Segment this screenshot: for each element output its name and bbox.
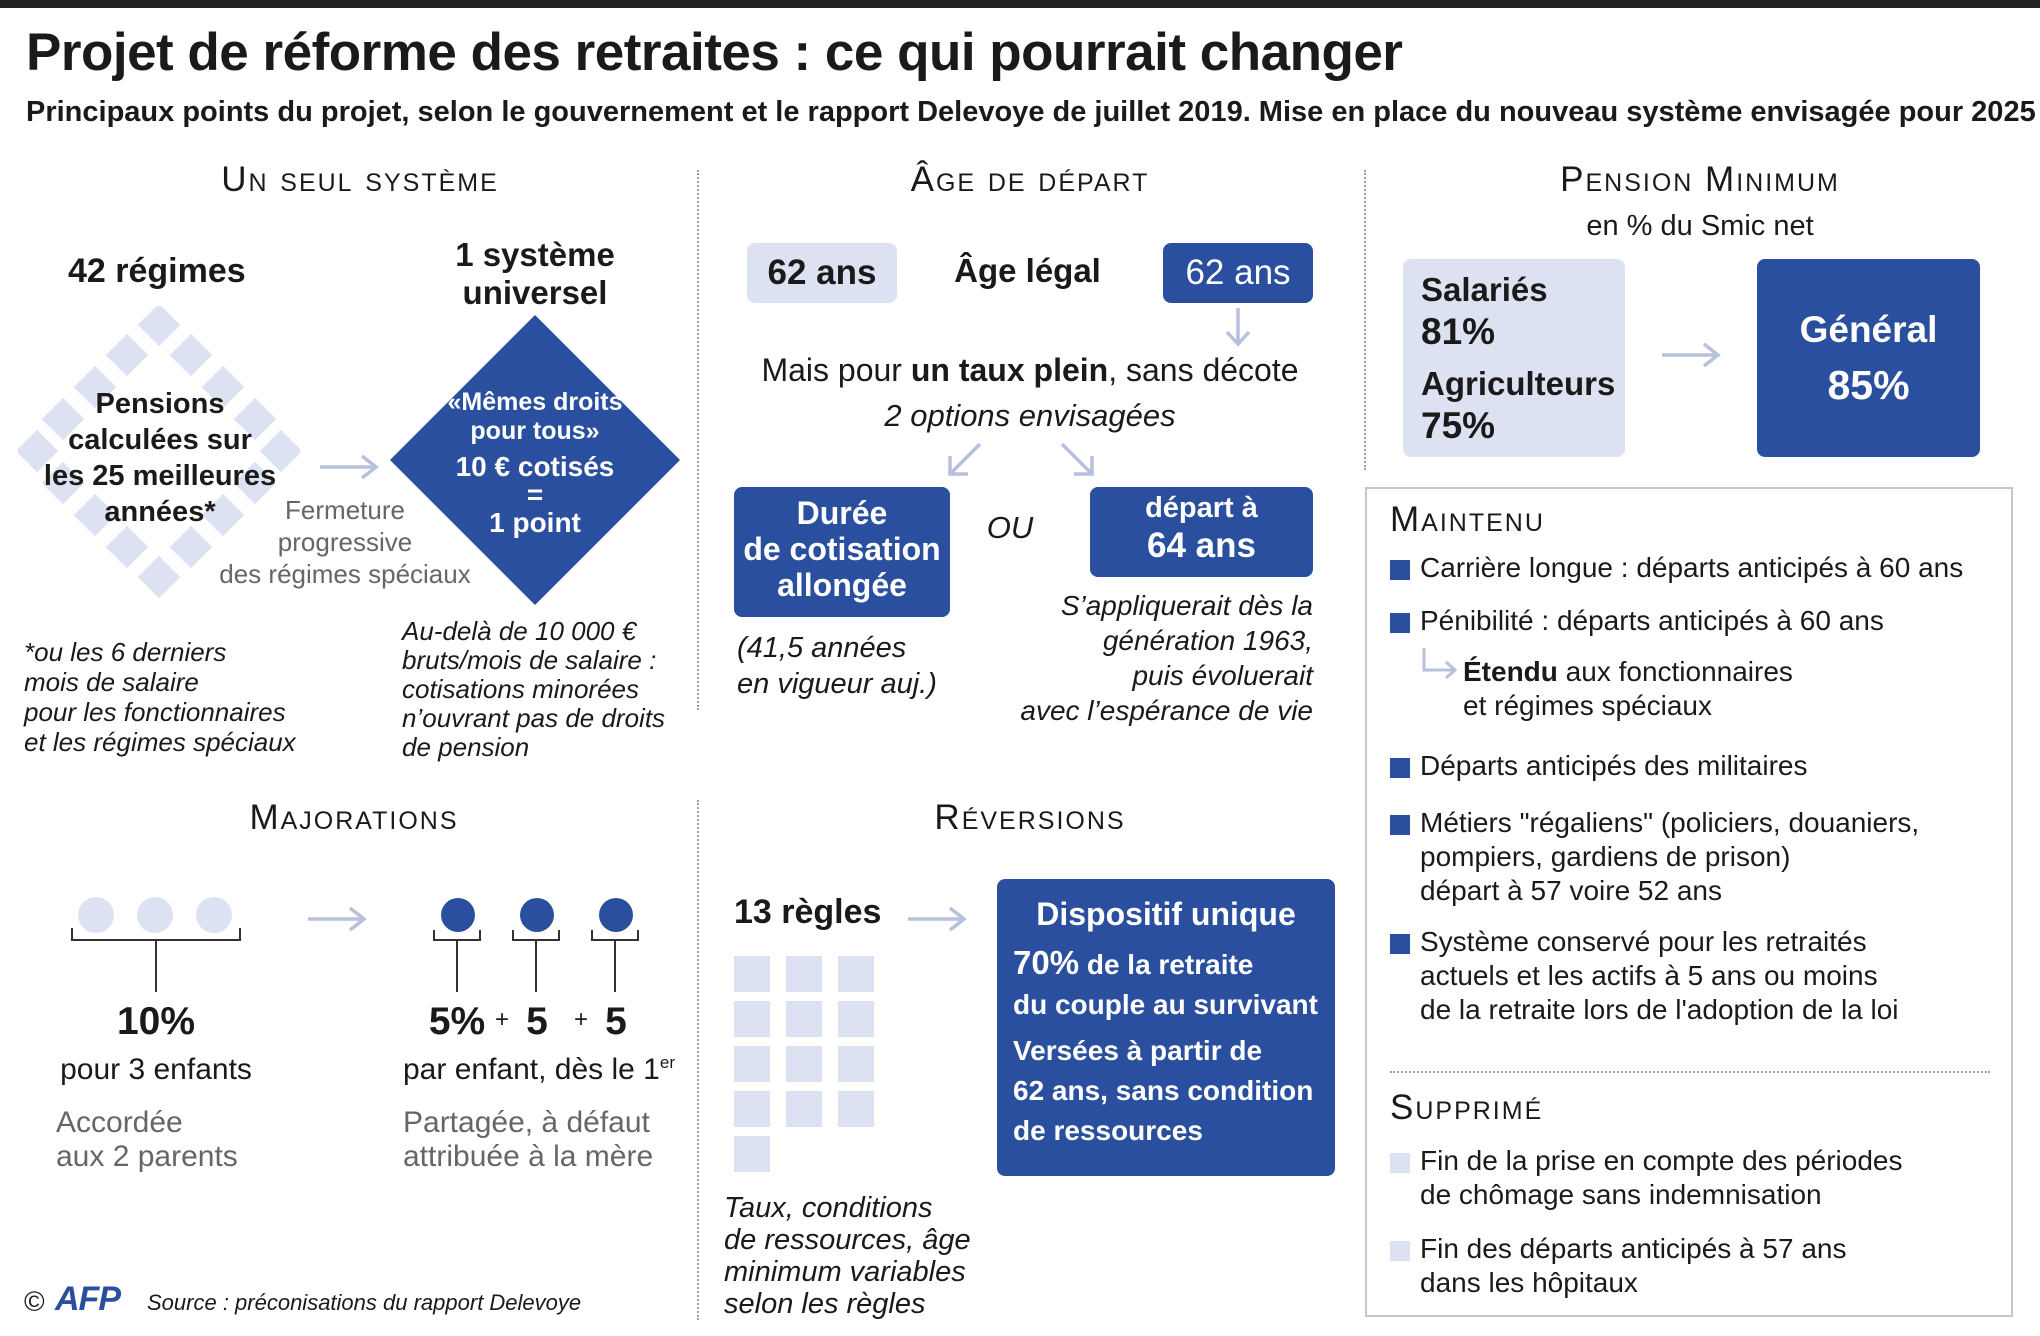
child-dot-icon bbox=[599, 898, 633, 932]
section-heading-age: Âge de départ bbox=[910, 160, 1150, 199]
bullet-icon bbox=[1390, 560, 1410, 580]
duree-vigueur-note: (41,5 années en vigueur auj.) bbox=[737, 632, 937, 700]
taux-plein-line: Mais pour un taux plein, sans décote bbox=[761, 352, 1299, 388]
bullet-icon bbox=[1390, 758, 1410, 778]
child-dot-icon bbox=[137, 897, 173, 933]
regimes-grid-icon bbox=[18, 306, 300, 598]
bullet-icon bbox=[1390, 815, 1410, 835]
au-dela-note: Au-delà de 10 000 € bruts/mois de salair… bbox=[402, 616, 666, 762]
age-future-box: 62 ans bbox=[1163, 243, 1313, 303]
arrow-right-icon bbox=[1662, 342, 1721, 368]
arrow-right-icon bbox=[320, 454, 379, 480]
arrow-down-icon bbox=[1225, 308, 1251, 347]
divider-2 bbox=[1364, 170, 1366, 470]
supprime-item-chomage: Fin de la prise en compte des périodes d… bbox=[1420, 1145, 1903, 1210]
age-legal-label: Âge légal bbox=[954, 252, 1101, 289]
ou-label: OU bbox=[986, 510, 1034, 545]
section-heading-majorations: Majorations bbox=[249, 798, 459, 837]
depart-64-note: S’appliquerait dès la génération 1963, p… bbox=[1020, 590, 1313, 726]
section-heading-maintenu: Maintenu bbox=[1390, 500, 1545, 539]
rule-square-icon bbox=[838, 1001, 874, 1037]
maintenu-item-regaliens: Métiers "régaliens" (policiers, douanier… bbox=[1420, 807, 1920, 906]
majoration-pour-3: pour 3 enfants bbox=[60, 1053, 252, 1086]
arrow-down-right-icon bbox=[1060, 442, 1094, 476]
rule-square-icon bbox=[786, 1001, 822, 1037]
age-current-box: 62 ans bbox=[747, 243, 897, 303]
rule-square-icon bbox=[734, 956, 770, 992]
source-note: Source : préconisations du rapport Delev… bbox=[147, 1290, 582, 1315]
top-bar bbox=[0, 0, 2040, 8]
majoration-partagee: Partagée, à défaut attribuée à la mère bbox=[403, 1106, 654, 1173]
child-dot-icon bbox=[520, 898, 554, 932]
child-brackets-icon bbox=[433, 930, 639, 992]
child-dot-icon bbox=[196, 897, 232, 933]
arrow-down-left-icon bbox=[948, 442, 982, 476]
page-title: Projet de réforme des retraites : ce qui… bbox=[26, 23, 1403, 82]
arrow-right-icon bbox=[908, 906, 967, 932]
dispositif-unique-box: Dispositif unique 70% de la retraite du … bbox=[997, 879, 1335, 1176]
maintenu-item-militaires: Départs anticipés des militaires bbox=[1420, 750, 1808, 781]
depart-64-box: départ à 64 ans bbox=[1090, 487, 1313, 577]
pension-current-box: Salariés 81% Agriculteurs 75% bbox=[1403, 259, 1625, 457]
maintenu-etendu: Étendu aux fonctionnaires et régimes spé… bbox=[1463, 656, 1793, 721]
rule-square-icon bbox=[838, 1046, 874, 1082]
bullet-icon bbox=[1390, 934, 1410, 954]
sub-arrow-icon bbox=[1422, 648, 1458, 680]
child-dot-icon bbox=[78, 897, 114, 933]
maintenu-item-systeme-conserve: Système conservé pour les retraités actu… bbox=[1420, 926, 1899, 1025]
duree-cotisation-box: Durée de cotisation allongée bbox=[734, 487, 950, 617]
reversions-taux-note: Taux, conditions de ressources, âge mini… bbox=[724, 1192, 971, 1320]
majoration-5pct: 5% bbox=[428, 1000, 486, 1043]
divider-1 bbox=[697, 170, 699, 710]
maintenu-supprime-panel bbox=[1365, 487, 2013, 1317]
maintenu-item-carriere: Carrière longue : départs anticipés à 60… bbox=[1420, 552, 1964, 583]
maintenu-item-penibilite: Pénibilité : départs anticipés à 60 ans bbox=[1420, 605, 1884, 636]
pensions-text: Pensions calculées sur les 25 meilleures… bbox=[43, 388, 277, 528]
rule-square-icon bbox=[786, 1046, 822, 1082]
rule-square-icon bbox=[734, 1136, 770, 1172]
rule-square-icon bbox=[838, 1091, 874, 1127]
bracket-icon bbox=[71, 928, 241, 992]
section-heading-pension: Pension Minimum bbox=[1560, 160, 1840, 199]
section-heading-systeme: Un seul système bbox=[221, 160, 499, 199]
majoration-5c: 5 bbox=[605, 1000, 627, 1043]
reversions-13-regles: 13 règles bbox=[734, 893, 882, 931]
rule-square-icon bbox=[786, 1091, 822, 1127]
majoration-accordee: Accordée aux 2 parents bbox=[56, 1106, 238, 1173]
pension-general-box: Général 85% bbox=[1757, 259, 1980, 457]
section-heading-supprime: Supprimé bbox=[1390, 1088, 1544, 1127]
rule-square-icon bbox=[786, 956, 822, 992]
section-heading-reversions: Réversions bbox=[934, 798, 1126, 837]
rule-square-icon bbox=[734, 1046, 770, 1082]
majoration-5b: 5 bbox=[526, 1000, 548, 1043]
regimes-count: 42 régimes bbox=[68, 252, 246, 290]
bullet-icon bbox=[1390, 1153, 1410, 1173]
child-dot-icon bbox=[441, 898, 475, 932]
majoration-10pct: 10% bbox=[116, 1000, 196, 1043]
options-line: 2 options envisagées bbox=[884, 398, 1176, 433]
bullet-icon bbox=[1390, 1241, 1410, 1261]
supprime-item-hopitaux: Fin des départs anticipés à 57 ans dans … bbox=[1420, 1233, 1847, 1298]
fermeture-text: Fermeture progressive des régimes spécia… bbox=[219, 495, 471, 589]
universel-label: 1 système universel bbox=[455, 236, 615, 311]
afp-logo: AFP bbox=[55, 1280, 121, 1318]
rule-square-icon bbox=[838, 956, 874, 992]
universel-diamond bbox=[390, 315, 680, 605]
panel-divider bbox=[1390, 1071, 1990, 1073]
pension-subheading: en % du Smic net bbox=[1586, 210, 1814, 242]
bullet-icon bbox=[1390, 613, 1410, 633]
plus-sign: + bbox=[573, 1006, 588, 1033]
rule-square-icon bbox=[734, 1091, 770, 1127]
majoration-par-enfant: par enfant, dès le 1er bbox=[403, 1053, 675, 1086]
plus-sign: + bbox=[494, 1006, 509, 1033]
copyright-symbol: © bbox=[24, 1286, 45, 1317]
arrow-right-icon bbox=[308, 906, 367, 932]
diamond-text: «Mêmes droits pour tous» 10 € cotisés = … bbox=[447, 388, 623, 538]
note-fonctionnaires: *ou les 6 derniers mois de salaire pour … bbox=[24, 637, 296, 757]
rule-square-icon bbox=[734, 1001, 770, 1037]
divider-3 bbox=[697, 800, 699, 1320]
page-subtitle: Principaux points du projet, selon le go… bbox=[26, 96, 2036, 128]
